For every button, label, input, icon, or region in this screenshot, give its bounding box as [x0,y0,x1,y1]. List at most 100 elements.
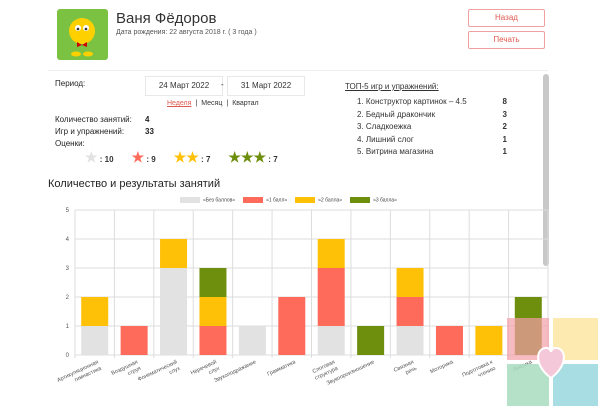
child-name: Ваня Фёдоров [116,10,217,27]
chart-title: Количество и результаты занятий [48,178,221,190]
bar-segment [81,297,109,326]
top5-item-name: 4. Лишний слог [357,134,414,144]
top5-item: 3. Сладкоежка 2 [357,122,507,135]
rating-count: : 7 [198,155,211,164]
sessions-count: 4 [145,115,150,124]
x-tick-label: Моторика [429,359,455,375]
bar-segment [317,326,345,355]
top5-item-name: 5. Витрина магазина [357,147,434,156]
legend-label: «3 балла» [373,197,397,204]
legend-item[interactable]: «2 балла» [295,197,342,203]
rating-group: ★★★ : 7 [228,150,277,164]
rating-group: ★ : 10 [85,150,114,164]
x-tick-line: слух [168,366,181,376]
bar-segment [238,326,266,355]
print-button[interactable]: Печать [468,31,545,49]
chart-legend: «Без баллов» «1 балл» «2 балла» «3 балла» [180,197,397,203]
legend-swatch [180,197,200,203]
top5-item: 4. Лишний слог 1 [357,135,507,148]
bar-segment [475,326,503,355]
rating-group: ★★ : 7 [174,150,211,164]
top5-item-count: 2 [502,122,507,131]
x-tick-label: Фонематическийслух [137,358,182,389]
bar-segment [278,297,306,355]
bar-segment [160,268,188,355]
bar-segment [317,239,345,268]
period-month-link[interactable]: Месяц [201,100,223,107]
y-tick-label: 5 [66,208,70,214]
legend-swatch [350,197,371,203]
rating-count: : 9 [144,155,156,164]
legend-swatch [295,197,316,203]
x-tick-label: Звукоподражание [213,359,257,384]
bar-segment [199,297,227,326]
date-separator: - [221,80,224,89]
games-count: 33 [145,127,154,136]
period-week-link[interactable]: Неделя [167,100,192,107]
star-icon: ★ [253,149,267,165]
star-icon: ★ [240,149,254,165]
puzzle-logo-icon [507,318,598,406]
top5-item-count: 1 [502,134,507,144]
scrollbar[interactable] [543,74,549,266]
legend-label: «1 балл» [266,197,288,204]
legend-label: «Без баллов» [203,197,236,204]
y-tick-label: 0 [66,353,70,359]
period-label: Период: [55,79,86,88]
birth-date: Дата рождения: 22 августа 2018 г. ( 3 го… [116,29,257,36]
star-icon: ★ [173,149,187,165]
star-icon: ★ [131,149,145,165]
bar-segment [396,326,424,355]
bar-segment [396,268,424,297]
top5-item-name: 2. Бедный дракончик [357,109,436,119]
legend-item[interactable]: «3 балла» [350,197,397,203]
bar-segment [317,268,345,326]
rating-group: ★ : 9 [132,150,156,164]
x-tick-line: слух [208,366,221,376]
divider [48,70,548,71]
period-quarter-link[interactable]: Квартал [232,100,259,107]
star-icon: ★ [85,149,98,165]
bar-segment [396,297,424,326]
legend-item[interactable]: «Без баллов» [180,197,235,203]
legend-swatch [243,197,264,203]
top5-item: 1. Конструктор картинок – 4.5 8 [357,97,507,110]
period-switcher: Неделя | Месяц | Квартал [167,100,259,107]
top5-item-count: 8 [502,97,507,106]
top5-item-name: 3. Сладкоежка [357,122,412,131]
date-from-input[interactable]: 24 Март 2022 [145,76,223,96]
date-to-input[interactable]: 31 Март 2022 [227,76,305,96]
rating-count: : 7 [266,155,278,164]
top5-item-count: 1 [502,147,507,156]
bar-segment [435,326,463,355]
ratings-label: Оценки: [55,139,85,148]
games-label: Игр и упражнений: [55,127,125,136]
x-tick-label: Грамматика [266,359,297,378]
bar-segment [81,326,109,355]
x-tick-line: струя [127,366,142,377]
sessions-label: Количество занятий: [55,115,132,124]
ratings-summary: ★ : 10 ★ : 9 ★★ : 7 ★★★ : 7 [85,150,292,164]
back-button[interactable]: Назад [468,9,545,27]
bar-segment [199,326,227,355]
x-tick-line: речь [405,366,418,376]
y-tick-label: 4 [66,237,70,243]
bar-segment [120,326,148,355]
avatar [57,9,108,60]
bar-segment [357,326,385,355]
top5-title: ТОП-5 игр и упражнений: [345,82,439,91]
x-tick-label: Связнаяречь [393,359,418,380]
y-tick-label: 2 [66,295,70,301]
bar-segment [199,268,227,297]
y-tick-label: 1 [66,324,70,330]
top5-item: 5. Витрина магазина 1 [357,147,507,160]
top5-item-count: 3 [502,109,507,119]
rating-count: : 10 [97,155,114,164]
star-icon: ★ [228,149,241,165]
x-tick-label: Артикуляционнаягимнастика [56,359,103,390]
legend-item[interactable]: «1 балл» [243,197,287,203]
legend-label: «2 балла» [318,197,343,204]
y-tick-label: 3 [66,266,70,272]
top5-list: 1. Конструктор картинок – 4.5 8 2. Бедный … [357,97,507,160]
